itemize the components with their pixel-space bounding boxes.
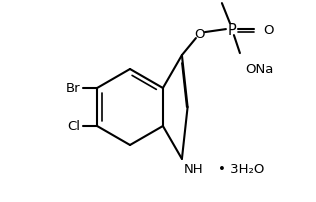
Text: O: O xyxy=(263,23,273,36)
Text: NH: NH xyxy=(184,162,204,175)
Text: P: P xyxy=(228,22,236,37)
Text: Br: Br xyxy=(65,82,80,95)
Text: O: O xyxy=(195,27,205,40)
Text: Cl: Cl xyxy=(67,120,80,133)
Text: • 3H₂O: • 3H₂O xyxy=(218,163,264,176)
Text: ONa: ONa xyxy=(245,63,273,76)
